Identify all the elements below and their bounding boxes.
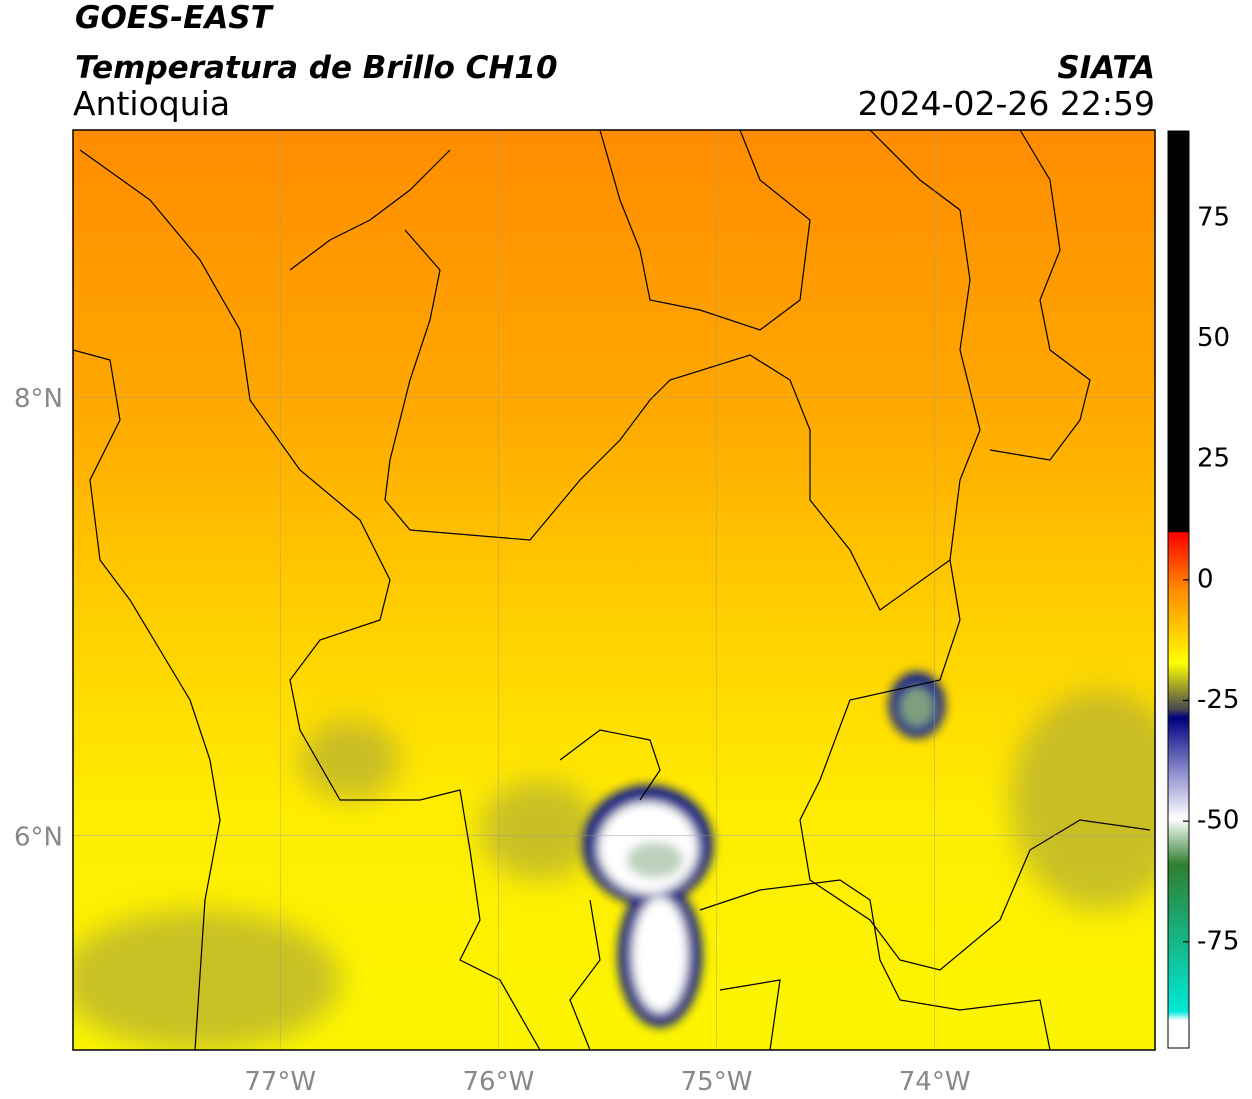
x-tick-label: 75°W [681,1067,753,1097]
y-tick-label: 6°N [14,822,63,852]
x-tick-label: 74°W [899,1067,971,1097]
grid [73,130,1155,1050]
colorbar-tick-label: 75 [1197,202,1230,232]
subtitle: Temperatura de Brillo CH10 [75,50,558,86]
datetime: 2024-02-26 22:59 [858,84,1155,123]
cloud-patches [73,690,1155,1050]
x-tick-label: 76°W [462,1067,534,1097]
colorbar-tick-label: -75 [1197,926,1239,956]
source: SIATA [1057,50,1155,86]
borders [73,130,1151,1050]
title: GOES-EAST [75,0,275,36]
colorbar-tick-label: 25 [1197,444,1230,474]
map-image [73,130,1155,1050]
region: Antioquia [73,84,230,123]
colorbar-tick-label: 0 [1197,564,1214,594]
y-tick-label: 8°N [14,384,63,414]
map-frame [72,129,1156,1051]
x-tick-label: 77°W [244,1067,316,1097]
map-background [73,130,1155,1050]
storm-cells [583,672,945,1027]
colorbar [1167,130,1190,1049]
colorbar-tick-label: -25 [1197,685,1239,715]
colorbar-tick-label: 50 [1197,323,1230,353]
colorbar-tick-label: -50 [1197,806,1239,836]
